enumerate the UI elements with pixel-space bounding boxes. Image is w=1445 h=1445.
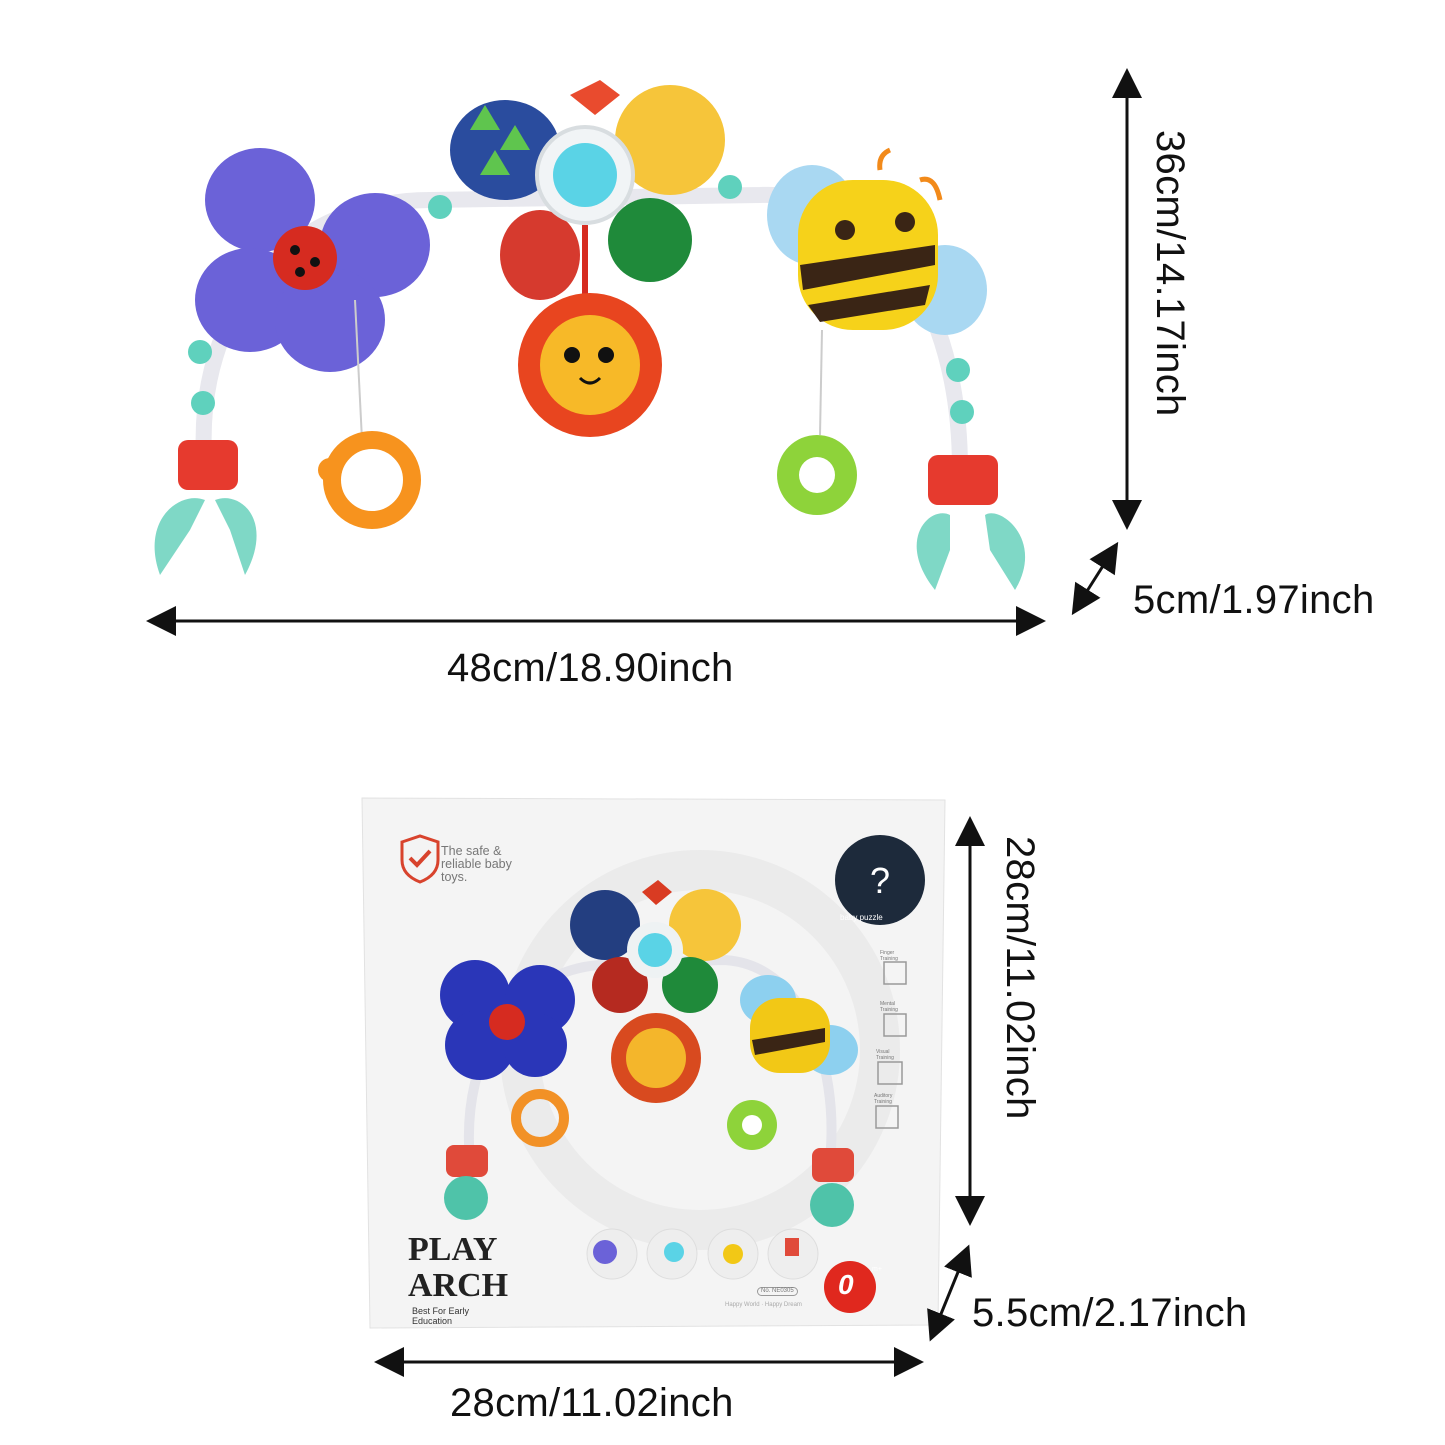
age-badge: 0 <box>838 1269 854 1300</box>
title-line-2: ARCH <box>408 1267 509 1304</box>
age-unit: m+ <box>872 1266 882 1273</box>
depth-arrow <box>1071 541 1119 616</box>
box-subtitle: Best For Early Education <box>412 1306 470 1326</box>
svg-text:?: ? <box>870 860 890 901</box>
safety-text: The safe & reliable baby toys. <box>441 844 512 884</box>
box-depth-arrow <box>927 1244 972 1342</box>
box-depth-label: 5.5cm/2.17inch <box>972 1291 1248 1335</box>
title-line-1: PLAY <box>408 1231 498 1268</box>
arch-width-label: 48cm/18.90inch <box>447 646 734 690</box>
right-clip <box>916 455 1026 590</box>
box-height-label: 28cm/11.02inch <box>998 836 1042 1120</box>
baby-puzzle-badge <box>835 835 925 925</box>
arch-depth-label: 5cm/1.97inch <box>1133 578 1375 622</box>
slogan: Happy World · Happy Dream <box>725 1302 802 1308</box>
purple-flower <box>195 148 430 372</box>
box-width-label: 28cm/11.02inch <box>450 1381 734 1425</box>
play-arch-toy <box>154 80 1026 590</box>
left-clip <box>154 440 257 575</box>
box-title: PLAY ARCH <box>408 1232 508 1304</box>
training-label-mental: Mental Training <box>880 1001 898 1013</box>
arch-height-label: 36cm/14.17inch <box>1148 130 1192 417</box>
green-flower-teether <box>777 435 857 515</box>
snail-ring <box>318 431 421 529</box>
training-label-visual: Visual Training <box>876 1049 894 1061</box>
model-number: No. NE0305 <box>757 1287 798 1296</box>
center-flower <box>450 80 725 437</box>
bee <box>767 147 987 335</box>
training-label-finger: Finger Training <box>880 950 898 962</box>
badge-text: baby puzzle <box>840 913 883 922</box>
product-box: ? <box>361 797 946 1329</box>
training-label-auditory: Auditory Training <box>874 1093 893 1105</box>
